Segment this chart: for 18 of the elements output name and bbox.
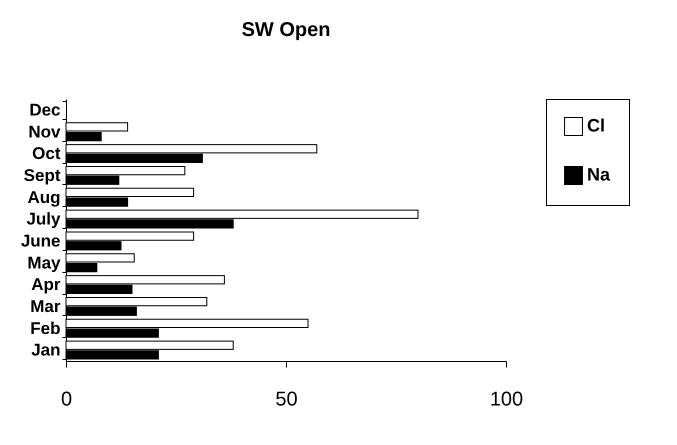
y-tick-label: July [26, 210, 62, 229]
y-tick-label: Sept [24, 166, 61, 185]
chart-title: SW Open [242, 19, 330, 41]
y-tick-label: Mar [30, 296, 61, 316]
y-tick-label: June [20, 231, 60, 250]
x-tick-label: 0 [60, 388, 72, 410]
legend-label: Na [587, 164, 611, 184]
y-tick-label: Jan [31, 340, 60, 360]
y-tick-label: Dec [29, 100, 60, 120]
y-tick-label: May [27, 253, 62, 272]
x-tick-label: 100 [490, 388, 524, 410]
y-tick-label: Aug [27, 188, 60, 207]
y-tick-label: Apr [31, 275, 61, 294]
y-tick-label: Oct [32, 144, 61, 164]
legend-label: Cl [587, 116, 605, 136]
y-tick-label: Feb [30, 318, 60, 338]
y-tick-label: Nov [28, 122, 62, 142]
x-tick-label: 50 [275, 388, 298, 410]
